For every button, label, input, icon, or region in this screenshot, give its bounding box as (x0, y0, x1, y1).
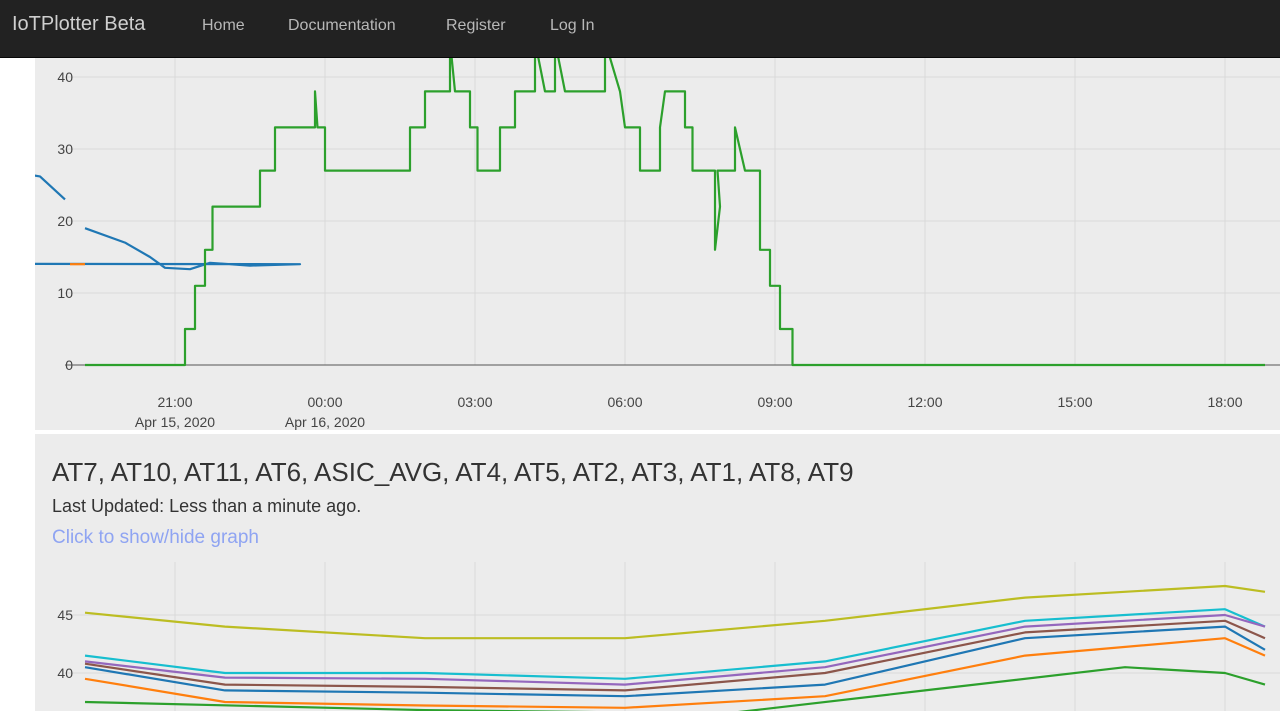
series-line-5 (84, 637, 1266, 709)
graph-title: AT7, AT10, AT11, AT6, ASIC_AVG, AT4, AT5… (52, 457, 854, 487)
x-tick-label: 03:00 (457, 394, 492, 410)
y-tick-label: 40 (57, 665, 73, 681)
x-tick-label: 15:00 (1057, 394, 1092, 410)
navbar: IoTPlotter Beta Home Documentation Regis… (0, 0, 1280, 58)
nav-register[interactable]: Register (446, 17, 506, 34)
x-tick-label: 00:00 (307, 394, 342, 410)
brand-link[interactable]: IoTPlotter Beta (12, 13, 146, 35)
nav-home[interactable]: Home (202, 17, 245, 34)
nav-documentation[interactable]: Documentation (288, 17, 396, 34)
toggle-graph-link[interactable]: Click to show/hide graph (52, 527, 259, 548)
series-line-6 (84, 666, 1266, 711)
nav-login[interactable]: Log In (550, 17, 595, 34)
y-tick-label: 45 (57, 607, 73, 623)
x-tick-date-label: Apr 16, 2020 (285, 414, 365, 430)
x-tick-label: 09:00 (757, 394, 792, 410)
x-tick-label: 18:00 (1207, 394, 1242, 410)
y-tick-label: 10 (57, 285, 73, 301)
x-tick-label: 06:00 (607, 394, 642, 410)
x-tick-date-label: Apr 15, 2020 (135, 414, 215, 430)
x-tick-label: 12:00 (907, 394, 942, 410)
series-line-0 (84, 584, 1266, 640)
last-updated-text: Last Updated: Less than a minute ago. (52, 496, 362, 516)
series-line-4 (84, 625, 1266, 698)
series-line-2 (85, 58, 1265, 367)
series-line-1 (84, 608, 1266, 680)
top-graph-panel: 0 10 20 30 40 21:00 Apr 15, 2020 00:00 Apr 16, 2… (35, 58, 1280, 430)
series-line-3 (84, 619, 1266, 692)
y-tick-label: 30 (57, 141, 73, 157)
y-tick-label: 40 (57, 69, 73, 85)
bottom-chart[interactable]: 40 45 (35, 434, 1280, 711)
y-tick-label: 20 (57, 213, 73, 229)
bottom-graph-panel: AT7, AT10, AT11, AT6, ASIC_AVG, AT4, AT5… (35, 434, 1280, 711)
series-line-2 (84, 613, 1266, 686)
x-tick-label: 21:00 (157, 394, 192, 410)
series-line-0 (35, 174, 302, 271)
